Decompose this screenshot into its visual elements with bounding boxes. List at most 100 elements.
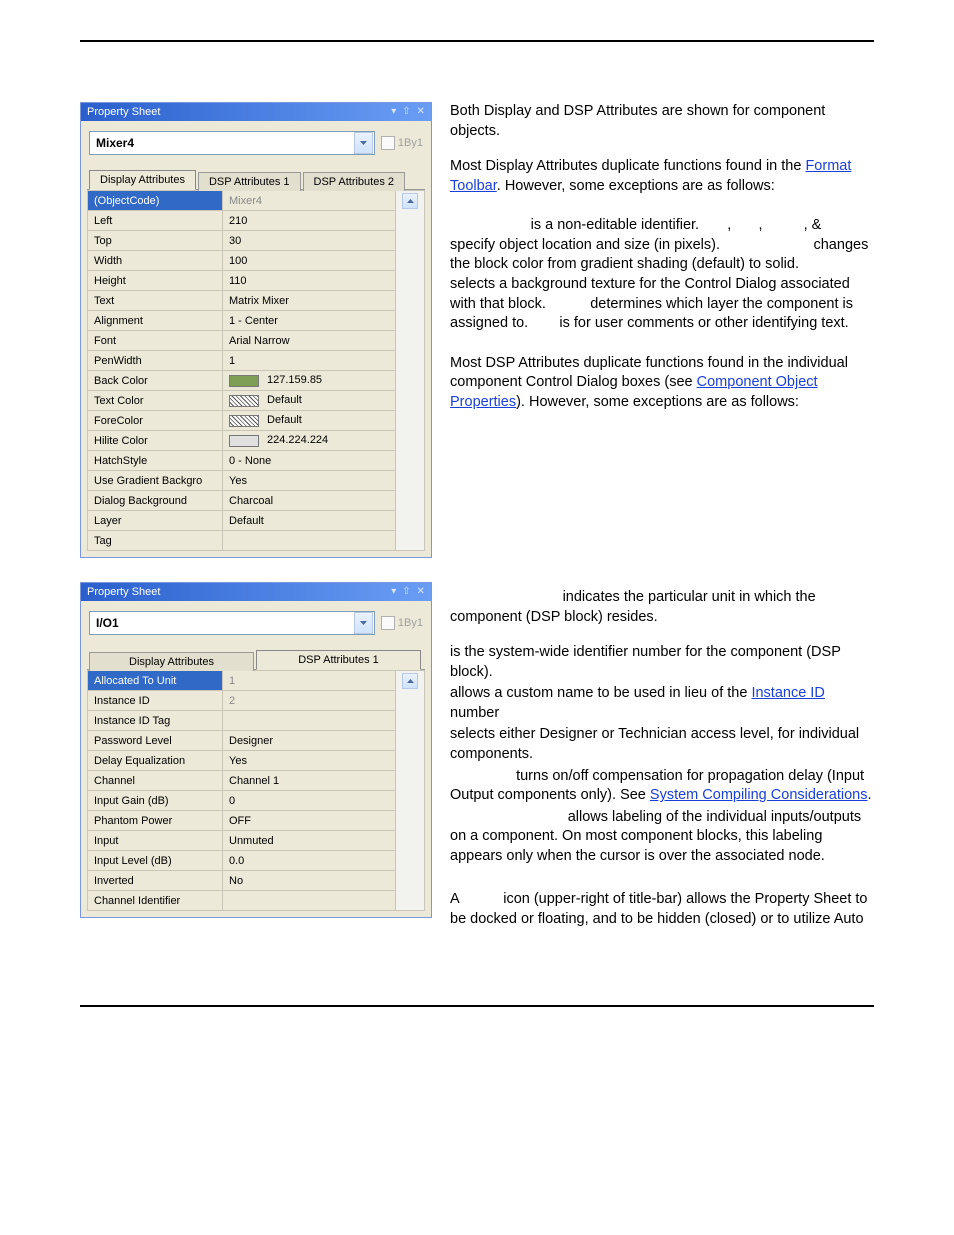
property-row[interactable]: TextMatrix Mixer [88,291,425,311]
object-selector-2[interactable] [89,611,375,635]
property-row[interactable]: Hilite Color224.224.224 [88,431,425,451]
scroll-up-icon[interactable] [402,193,418,209]
property-key: Hilite Color [88,431,223,451]
property-row[interactable]: Tag [88,531,425,551]
property-value[interactable]: 127.159.85 [223,371,396,391]
menu-icon[interactable]: ▾ [389,107,398,117]
property-row[interactable]: Phantom PowerOFF [88,811,425,831]
property-row[interactable]: InvertedNo [88,871,425,891]
property-value[interactable]: Default [223,511,396,531]
tab-dsp-attributes-2[interactable]: DSP Attributes 2 [303,172,406,191]
pin-icon[interactable]: ⇧ [400,107,412,117]
property-value[interactable] [223,531,396,551]
property-row[interactable]: Width100 [88,251,425,271]
object-selector-input-1[interactable] [90,136,354,150]
property-key: Input [88,831,223,851]
object-selector-input-2[interactable] [90,616,354,630]
property-row[interactable]: Instance ID2 [88,691,425,711]
property-value[interactable]: 210 [223,211,396,231]
chevron-down-icon[interactable] [354,132,373,154]
property-row[interactable]: Back Color127.159.85 [88,371,425,391]
property-value[interactable]: 2 [223,691,396,711]
property-key: Height [88,271,223,291]
color-swatch [229,435,259,447]
property-key: Back Color [88,371,223,391]
property-key: ForeColor [88,411,223,431]
property-value[interactable]: Designer [223,731,396,751]
property-row[interactable]: Left210 [88,211,425,231]
property-value[interactable]: Default [223,391,396,411]
property-value[interactable]: OFF [223,811,396,831]
checkbox-1by1-2[interactable]: 1By1 [381,616,423,630]
close-icon[interactable]: ✕ [415,587,427,597]
property-row[interactable]: Delay EqualizationYes [88,751,425,771]
property-row[interactable]: Top30 [88,231,425,251]
property-value[interactable]: 1 - Center [223,311,396,331]
property-value[interactable] [223,711,396,731]
checkbox-1by1-1[interactable]: 1By1 [381,136,423,150]
tab-dsp-attributes-1b[interactable]: DSP Attributes 1 [256,650,421,670]
property-row[interactable]: Alignment1 - Center [88,311,425,331]
property-row[interactable]: Password LevelDesigner [88,731,425,751]
property-value[interactable]: 1 [223,671,396,691]
property-row[interactable]: Height110 [88,271,425,291]
property-value[interactable]: Unmuted [223,831,396,851]
label-1by1-1: 1By1 [398,137,423,149]
property-value[interactable]: No [223,871,396,891]
property-row[interactable]: Text ColorDefault [88,391,425,411]
para-5a: Allocated To Unit indicates the particul… [450,588,874,627]
property-row[interactable]: Channel Identifier [88,891,425,911]
property-row[interactable]: HatchStyle0 - None [88,451,425,471]
property-value[interactable]: 30 [223,231,396,251]
property-value[interactable]: 110 [223,271,396,291]
property-row[interactable]: Use Gradient BackgroYes [88,471,425,491]
property-value[interactable]: Channel 1 [223,771,396,791]
property-value[interactable]: 0 - None [223,451,396,471]
property-row[interactable]: ForeColorDefault [88,411,425,431]
property-value[interactable]: Yes [223,751,396,771]
property-value[interactable]: 100 [223,251,396,271]
scrollbar[interactable] [396,671,425,911]
property-key: PenWidth [88,351,223,371]
property-value[interactable]: Yes [223,471,396,491]
property-value[interactable]: Matrix Mixer [223,291,396,311]
property-key: Text [88,291,223,311]
property-value[interactable]: Default [223,411,396,431]
hatch-swatch [229,415,259,427]
property-row[interactable]: InputUnmuted [88,831,425,851]
property-value[interactable]: Arial Narrow [223,331,396,351]
property-row[interactable]: (ObjectCode)Mixer4 [88,191,425,211]
property-row[interactable]: Dialog BackgroundCharcoal [88,491,425,511]
property-value[interactable]: 224.224.224 [223,431,396,451]
chevron-down-icon[interactable] [354,612,373,634]
property-value[interactable] [223,891,396,911]
property-key: Instance ID [88,691,223,711]
para-2: Most Display Attributes duplicate functi… [450,157,874,196]
tabs-row-1: Display Attributes DSP Attributes 1 DSP … [81,169,431,189]
pin-icon[interactable]: ⇧ [400,587,412,597]
link-instance-id[interactable]: Instance ID [751,685,824,701]
property-value[interactable]: 0.0 [223,851,396,871]
property-row[interactable]: Input Gain (dB)0 [88,791,425,811]
property-value[interactable]: Mixer4 [223,191,396,211]
property-row[interactable]: LayerDefault [88,511,425,531]
tab-dsp-attributes-1[interactable]: DSP Attributes 1 [198,172,301,191]
property-row[interactable]: ChannelChannel 1 [88,771,425,791]
property-row[interactable]: Instance ID Tag [88,711,425,731]
property-value[interactable]: 1 [223,351,396,371]
property-value[interactable]: Charcoal [223,491,396,511]
scrollbar[interactable] [396,191,425,551]
link-system-compiling[interactable]: System Compiling Considerations [650,787,868,803]
property-value[interactable]: 0 [223,791,396,811]
property-row[interactable]: Allocated To Unit1 [88,671,425,691]
property-row[interactable]: Input Level (dB)0.0 [88,851,425,871]
property-row[interactable]: FontArial Narrow [88,331,425,351]
tab-display-attributes[interactable]: Display Attributes [89,170,196,190]
property-key: Delay Equalization [88,751,223,771]
scroll-up-icon[interactable] [402,673,418,689]
object-selector-1[interactable] [89,131,375,155]
menu-icon[interactable]: ▾ [389,587,398,597]
tab-display-attributes-2[interactable]: Display Attributes [89,652,254,671]
property-row[interactable]: PenWidth1 [88,351,425,371]
close-icon[interactable]: ✕ [415,107,427,117]
